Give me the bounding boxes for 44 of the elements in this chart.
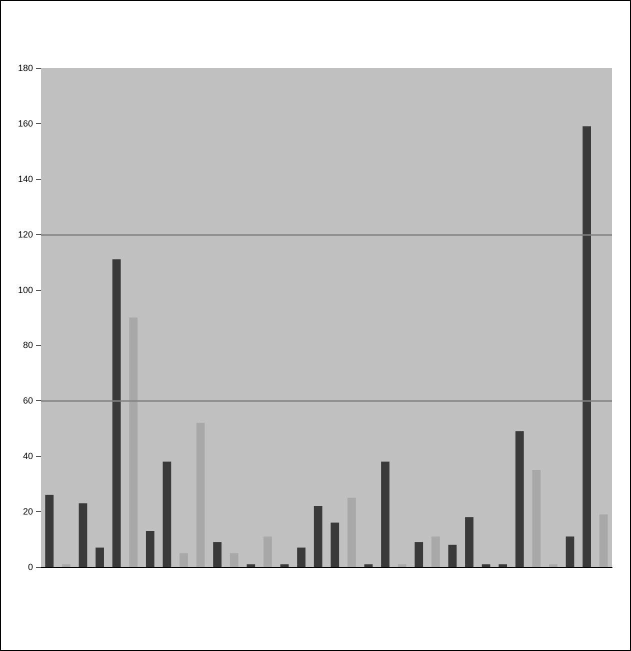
bar — [112, 259, 121, 567]
y-tick-label: 140 — [18, 174, 33, 184]
bar — [482, 564, 490, 567]
bar — [515, 431, 524, 567]
y-tick-label: 40 — [22, 451, 33, 462]
y-tick-label: 100 — [18, 284, 33, 295]
bar — [146, 530, 154, 567]
bar — [398, 564, 406, 567]
bar — [448, 544, 457, 567]
bar — [213, 542, 222, 567]
bar — [465, 517, 474, 567]
bar — [162, 462, 172, 567]
bar — [297, 548, 306, 567]
bar — [246, 564, 256, 567]
y-tick-label: 20 — [22, 506, 33, 517]
y-tick-label: 0 — [28, 562, 33, 572]
y-tick-label: 180 — [18, 63, 33, 73]
bar — [381, 462, 390, 567]
bar — [599, 514, 608, 567]
bar — [196, 422, 205, 567]
bar — [532, 470, 541, 567]
bar — [414, 542, 424, 567]
bar — [431, 536, 440, 567]
bar — [62, 564, 70, 567]
bar — [549, 564, 558, 567]
bar — [45, 494, 54, 567]
bar — [129, 318, 138, 567]
bar — [582, 126, 592, 567]
y-tick-label: 80 — [22, 340, 33, 350]
bar — [264, 536, 272, 567]
y-tick-label: 120 — [18, 229, 33, 240]
bar — [364, 564, 373, 567]
bar — [96, 548, 104, 567]
y-tick-label: 160 — [18, 118, 33, 128]
bar — [330, 522, 340, 567]
bar — [280, 564, 289, 567]
bar — [566, 536, 574, 567]
bar — [78, 503, 88, 567]
bar — [498, 564, 508, 567]
y-tick-label: 60 — [22, 396, 33, 406]
bar — [180, 553, 188, 567]
bar — [230, 553, 238, 567]
bar — [314, 506, 322, 567]
bar — [347, 498, 356, 567]
